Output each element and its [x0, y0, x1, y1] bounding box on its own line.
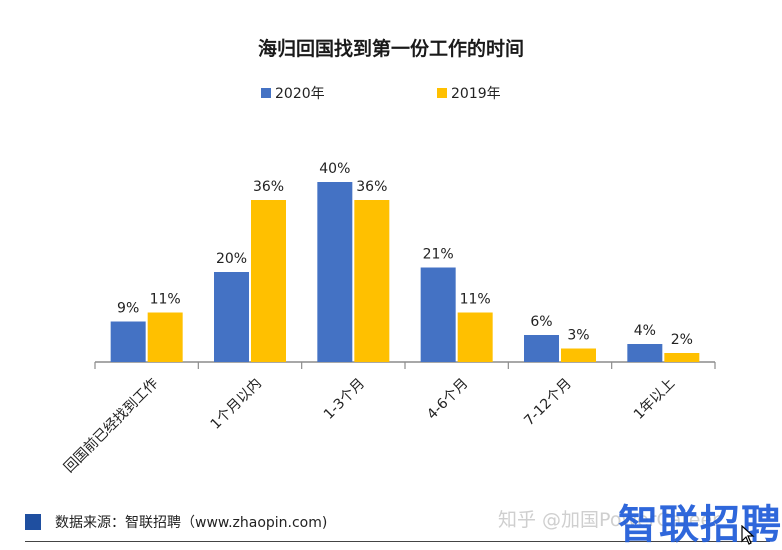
data-label-2020-3: 21%: [423, 247, 454, 263]
data-label-2019-1: 36%: [253, 179, 284, 195]
bar-2019-2: [354, 200, 390, 362]
category-label-4: 7-12个月: [521, 376, 575, 430]
legend: 2020年 2019年: [0, 83, 782, 103]
legend-item-2020: 2020年: [261, 83, 325, 103]
data-label-2020-1: 20%: [216, 251, 247, 267]
zhihu-watermark: 知乎 @加国PowerCareer: [498, 509, 720, 531]
data-source-footer: 数据来源：智联招聘（www.zhaopin.com): [25, 512, 327, 532]
bar-2020-2: [317, 182, 353, 362]
data-source-text: 数据来源：智联招聘（www.zhaopin.com): [55, 515, 328, 531]
legend-label-2020: 2020年: [275, 86, 325, 102]
category-label-1: 1个月以内: [208, 376, 265, 433]
category-label-5: 1年以上: [631, 376, 678, 423]
legend-label-2019: 2019年: [451, 86, 501, 102]
data-label-2020-0: 9%: [117, 301, 139, 317]
bar-2020-0: [110, 321, 146, 362]
legend-swatch-2019: [437, 88, 447, 98]
category-label-0: 回国前已经找到工作: [60, 375, 161, 476]
bar-2020-3: [420, 267, 456, 362]
mouse-cursor-icon: [741, 525, 755, 545]
bar-2019-4: [561, 348, 596, 362]
data-label-2019-0: 11%: [150, 292, 181, 308]
bar-2020-1: [214, 272, 249, 362]
category-label-2: 1-3个月: [321, 376, 368, 423]
legend-item-2019: 2019年: [437, 83, 501, 103]
zhaopin-logo: 智联招聘: [618, 502, 782, 548]
legend-swatch-2020: [261, 88, 271, 98]
chart-title: 海归回国找到第一份工作的时间: [257, 38, 524, 60]
data-label-2019-2: 36%: [356, 179, 387, 195]
data-label-2019-5: 2%: [671, 332, 693, 348]
data-label-2020-5: 4%: [634, 323, 656, 339]
category-label-3: 4-6个月: [424, 376, 471, 423]
footer-divider: [25, 541, 770, 542]
bar-2019-1: [251, 200, 286, 362]
bar-2019-5: [664, 353, 700, 362]
bar-2020-4: [524, 335, 559, 362]
data-label-2019-4: 3%: [567, 328, 589, 344]
data-label-2020-4: 6%: [530, 314, 552, 330]
source-marker: [25, 514, 41, 530]
bar-2019-3: [457, 312, 493, 362]
bar-2019-0: [147, 312, 183, 362]
data-label-2020-2: 40%: [319, 161, 350, 177]
bar-2020-5: [627, 344, 663, 362]
data-label-2019-3: 11%: [460, 292, 491, 308]
